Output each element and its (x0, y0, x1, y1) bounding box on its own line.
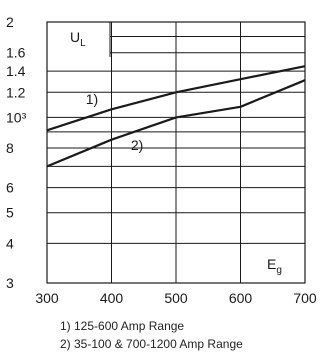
y-tick-label: 8 (6, 140, 14, 156)
grid-layer (46, 21, 306, 284)
y-tick-label: 1.2 (6, 84, 26, 100)
y-tick-label: 4 (6, 235, 14, 251)
y-tick-label: 3 (6, 275, 14, 291)
legend-item-2: 2) 35-100 & 700-1200 Amp Range (60, 337, 243, 351)
series-line-2 (46, 79, 306, 168)
y-tick-label: 1.6 (6, 45, 26, 61)
y-tick-label: 6 (6, 180, 14, 196)
y-tick-label: 1.4 (6, 63, 26, 79)
series-label-2: 2) (131, 137, 143, 153)
series-layer (46, 65, 306, 168)
y-tick-label: 10³ (6, 109, 27, 125)
plot-frame (46, 21, 306, 284)
x-axis-label: Eg (267, 256, 282, 276)
x-tick-label: 600 (229, 290, 253, 306)
x-axis-label-base: E (267, 256, 276, 272)
y-axis-label-base: U (70, 29, 80, 45)
legend-item-1: 1) 125-600 Amp Range (60, 319, 184, 333)
label-layer: 1) 2) 3 4 5 6 8 10³ 1.2 1.4 1.6 2 300 400 500 600 700 (6, 14, 317, 306)
x-axis-label-sub: g (276, 265, 282, 276)
y-axis-label-sub: L (80, 38, 86, 49)
y-tick-label: 5 (6, 205, 14, 221)
series-label-1: 1) (86, 91, 98, 107)
series-line-1 (46, 65, 306, 132)
x-tick-label: 500 (164, 290, 188, 306)
x-tick-label: 700 (293, 290, 317, 306)
y-tick-label: 2 (6, 14, 14, 30)
x-tick-label: 400 (100, 290, 124, 306)
x-tick-label: 300 (35, 290, 59, 306)
y-axis-label: UL (70, 29, 86, 49)
